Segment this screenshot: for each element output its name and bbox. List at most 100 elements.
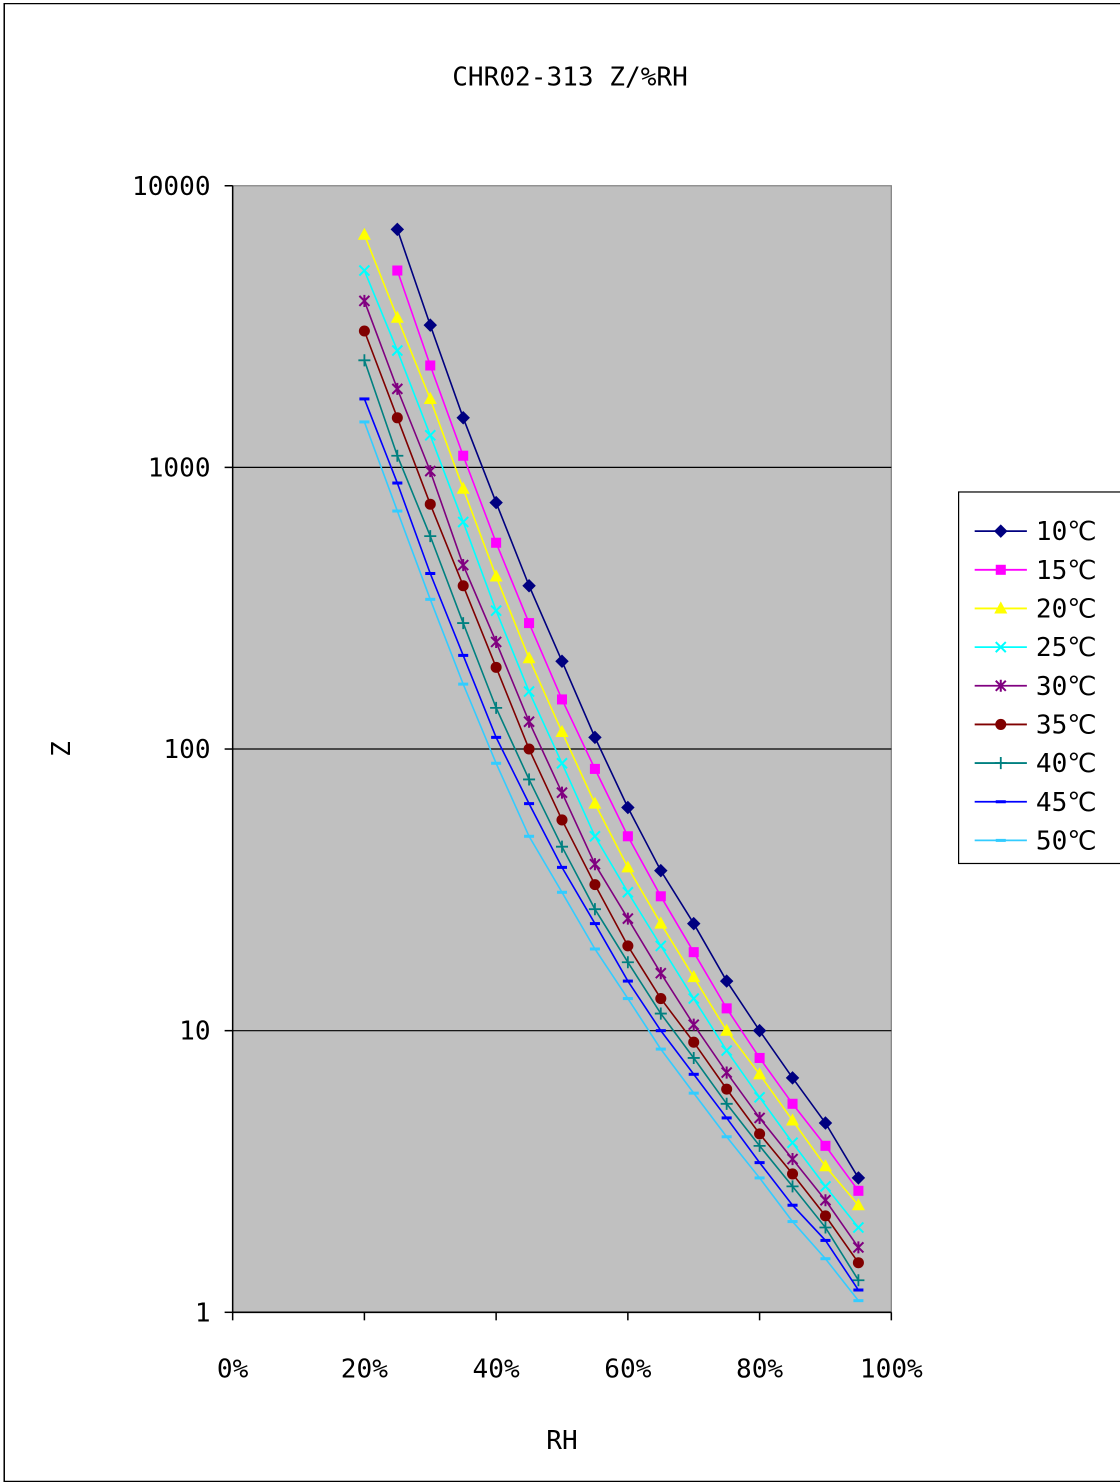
- data-point: [588, 903, 601, 916]
- x-axis-label: RH: [546, 1426, 577, 1456]
- data-point: [555, 654, 569, 668]
- data-point: [687, 970, 701, 983]
- data-point: [489, 569, 503, 582]
- data-point: [457, 559, 469, 572]
- x-tick-label: 100%: [860, 1355, 923, 1385]
- data-point: [589, 922, 600, 926]
- data-point: [423, 391, 437, 404]
- data-point: [655, 940, 667, 952]
- data-point: [456, 481, 470, 494]
- x-tick-label: 0%: [217, 1355, 249, 1385]
- data-point: [392, 481, 403, 485]
- legend-marker: [994, 524, 1008, 538]
- data-point: [391, 412, 403, 424]
- legend-marker: [994, 757, 1007, 770]
- data-point: [654, 1007, 667, 1020]
- legend: 10℃ 15℃ 20℃ 25℃ 30℃ 35℃ 40℃ 45℃ 50℃: [958, 491, 1120, 865]
- data-point: [358, 354, 371, 367]
- data-point: [556, 814, 568, 826]
- data-point: [357, 227, 371, 240]
- data-point: [687, 1018, 700, 1031]
- legend-marker: [995, 800, 1006, 804]
- data-point: [391, 344, 404, 357]
- data-point: [787, 1168, 799, 1180]
- series-line: [363, 330, 860, 1264]
- series-line: [363, 360, 860, 1281]
- chart: CHR02-313 Z/%RH 1 10 100 1000 10000 0% 20% 40%…: [3, 3, 1120, 1482]
- data-point: [390, 310, 404, 323]
- x-tick-label: 40%: [473, 1355, 520, 1385]
- series-line: [363, 398, 860, 1291]
- data-point: [818, 1159, 832, 1172]
- data-point: [655, 993, 667, 1005]
- data-point: [490, 635, 502, 648]
- data-point: [686, 916, 701, 931]
- data-point: [754, 1161, 765, 1165]
- series-2: [357, 227, 865, 1211]
- data-point: [786, 1153, 799, 1166]
- legend-item: 25℃: [974, 633, 1097, 663]
- data-point: [490, 701, 503, 714]
- data-point: [456, 411, 470, 425]
- data-point: [819, 1221, 832, 1234]
- legend-label: 20℃: [1036, 594, 1097, 624]
- data-point: [522, 579, 536, 593]
- data-point: [720, 1097, 733, 1110]
- legend-marker: [995, 641, 1007, 653]
- data-point: [622, 912, 634, 925]
- data-point: [589, 879, 601, 891]
- data-point: [555, 724, 569, 737]
- data-point: [721, 1003, 732, 1014]
- data-point: [654, 863, 668, 878]
- legend-label: 50℃: [1036, 826, 1097, 856]
- x-tick-label: 80%: [736, 1355, 783, 1385]
- data-point: [754, 1176, 765, 1180]
- data-point: [556, 757, 568, 770]
- data-point: [786, 1113, 800, 1126]
- data-point: [752, 1023, 767, 1038]
- data-point: [655, 967, 667, 980]
- data-point: [721, 1083, 733, 1095]
- data-point: [359, 397, 370, 401]
- legend-item: 30℃: [974, 672, 1097, 702]
- x-tick-label: 60%: [604, 1355, 651, 1385]
- data-point: [589, 830, 601, 843]
- data-point: [491, 735, 502, 739]
- data-point: [621, 860, 635, 873]
- legend-item: 50℃: [974, 826, 1097, 856]
- data-point: [523, 685, 535, 698]
- data-point: [556, 865, 568, 869]
- data-point: [425, 360, 436, 371]
- data-point: [720, 1066, 733, 1079]
- data-point: [719, 974, 734, 988]
- data-point: [490, 661, 502, 673]
- data-point: [819, 1180, 832, 1193]
- data-point: [853, 1299, 864, 1303]
- series-3: [358, 264, 865, 1234]
- data-point: [852, 1221, 865, 1234]
- data-point: [818, 1116, 833, 1130]
- data-point: [786, 1137, 799, 1149]
- data-point: [819, 1194, 832, 1207]
- data-point: [424, 465, 436, 478]
- data-point: [589, 858, 601, 871]
- data-point: [522, 651, 536, 664]
- data-point: [358, 264, 371, 277]
- legend-label: 15℃: [1036, 556, 1097, 586]
- y-tick-label: 10000: [132, 172, 211, 202]
- data-point: [391, 449, 404, 462]
- data-point: [787, 1203, 798, 1207]
- data-point: [688, 947, 699, 958]
- data-point: [820, 1140, 831, 1151]
- series-6: [358, 354, 865, 1287]
- data-point: [425, 571, 436, 575]
- series-line: [363, 421, 860, 1302]
- data-point: [458, 653, 469, 657]
- series-7: [359, 397, 864, 1292]
- data-point: [588, 796, 602, 809]
- data-point: [490, 604, 502, 617]
- data-point: [589, 763, 600, 774]
- series-8: [359, 420, 864, 1303]
- y-axis-label: Z: [47, 741, 77, 757]
- data-point: [524, 802, 535, 806]
